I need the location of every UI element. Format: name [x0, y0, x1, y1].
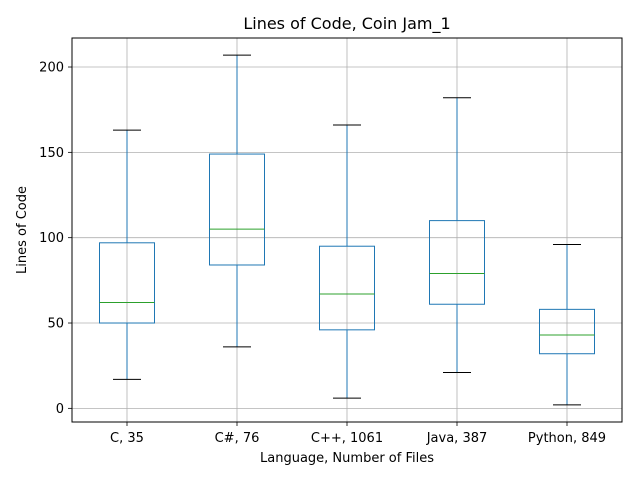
- x-tick-label: C, 35: [110, 431, 144, 446]
- iqr-box: [539, 308, 595, 355]
- y-tick-label: 100: [39, 231, 64, 246]
- y-tick-label: 150: [39, 146, 64, 161]
- box-3: [429, 97, 485, 374]
- box-0: [99, 129, 155, 380]
- y-tick-label: 0: [56, 402, 64, 417]
- iqr-box: [99, 242, 155, 324]
- x-axis-ticks: C, 35 C#, 76 C++, 1061 Java, 387 Python, 849: [110, 422, 606, 446]
- boxes-layer: [99, 54, 595, 406]
- iqr-box: [209, 153, 265, 266]
- x-axis-label: Language, Number of Files: [260, 451, 434, 466]
- x-tick-label: Java, 387: [426, 431, 488, 446]
- iqr-box: [429, 220, 485, 305]
- x-tick-label: C#, 76: [215, 431, 260, 446]
- chart-title: Lines of Code, Coin Jam_1: [243, 14, 450, 34]
- box-2: [319, 124, 375, 399]
- box-1: [209, 54, 265, 348]
- y-tick-label: 50: [47, 317, 64, 332]
- y-tick-label: 200: [39, 61, 64, 76]
- iqr-box: [319, 245, 375, 331]
- x-tick-label: C++, 1061: [311, 431, 383, 446]
- y-axis-label: Lines of Code: [15, 186, 30, 274]
- y-axis-ticks: 0 50 100 150 200: [39, 61, 72, 417]
- x-tick-label: Python, 849: [528, 431, 606, 446]
- box-4: [539, 244, 595, 406]
